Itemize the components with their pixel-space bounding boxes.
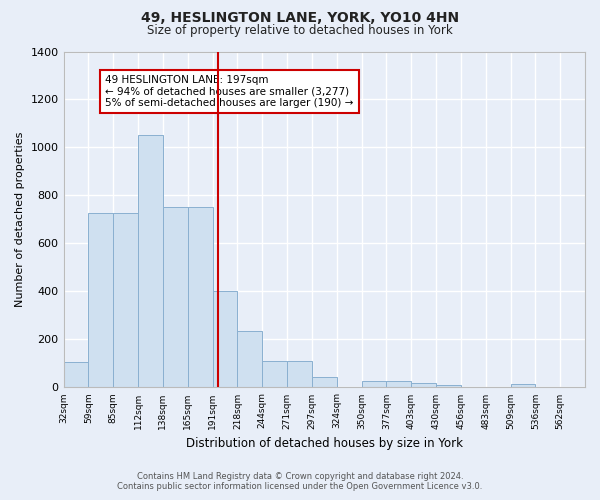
Bar (511, 384, 535, 388)
Bar (312, 376, 337, 388)
Text: 49, HESLINGTON LANE, YORK, YO10 4HN: 49, HESLINGTON LANE, YORK, YO10 4HN (141, 11, 459, 25)
Bar (238, 331, 262, 388)
Bar (262, 361, 287, 388)
Bar (64, 362, 88, 388)
Bar (138, 136, 163, 388)
Y-axis label: Number of detached properties: Number of detached properties (15, 132, 25, 307)
Bar (88, 214, 113, 388)
Text: Contains HM Land Registry data © Crown copyright and database right 2024.
Contai: Contains HM Land Registry data © Crown c… (118, 472, 482, 491)
Bar (411, 383, 436, 388)
Bar (362, 382, 386, 388)
Bar (163, 208, 188, 388)
Bar (188, 208, 212, 388)
X-axis label: Distribution of detached houses by size in York: Distribution of detached houses by size … (186, 437, 463, 450)
Bar (436, 385, 461, 388)
Bar (113, 214, 138, 388)
Text: 49 HESLINGTON LANE: 197sqm
← 94% of detached houses are smaller (3,277)
5% of se: 49 HESLINGTON LANE: 197sqm ← 94% of deta… (105, 75, 353, 108)
Bar (386, 382, 411, 388)
Bar (212, 292, 238, 388)
Text: Size of property relative to detached houses in York: Size of property relative to detached ho… (147, 24, 453, 37)
Bar (287, 361, 312, 388)
